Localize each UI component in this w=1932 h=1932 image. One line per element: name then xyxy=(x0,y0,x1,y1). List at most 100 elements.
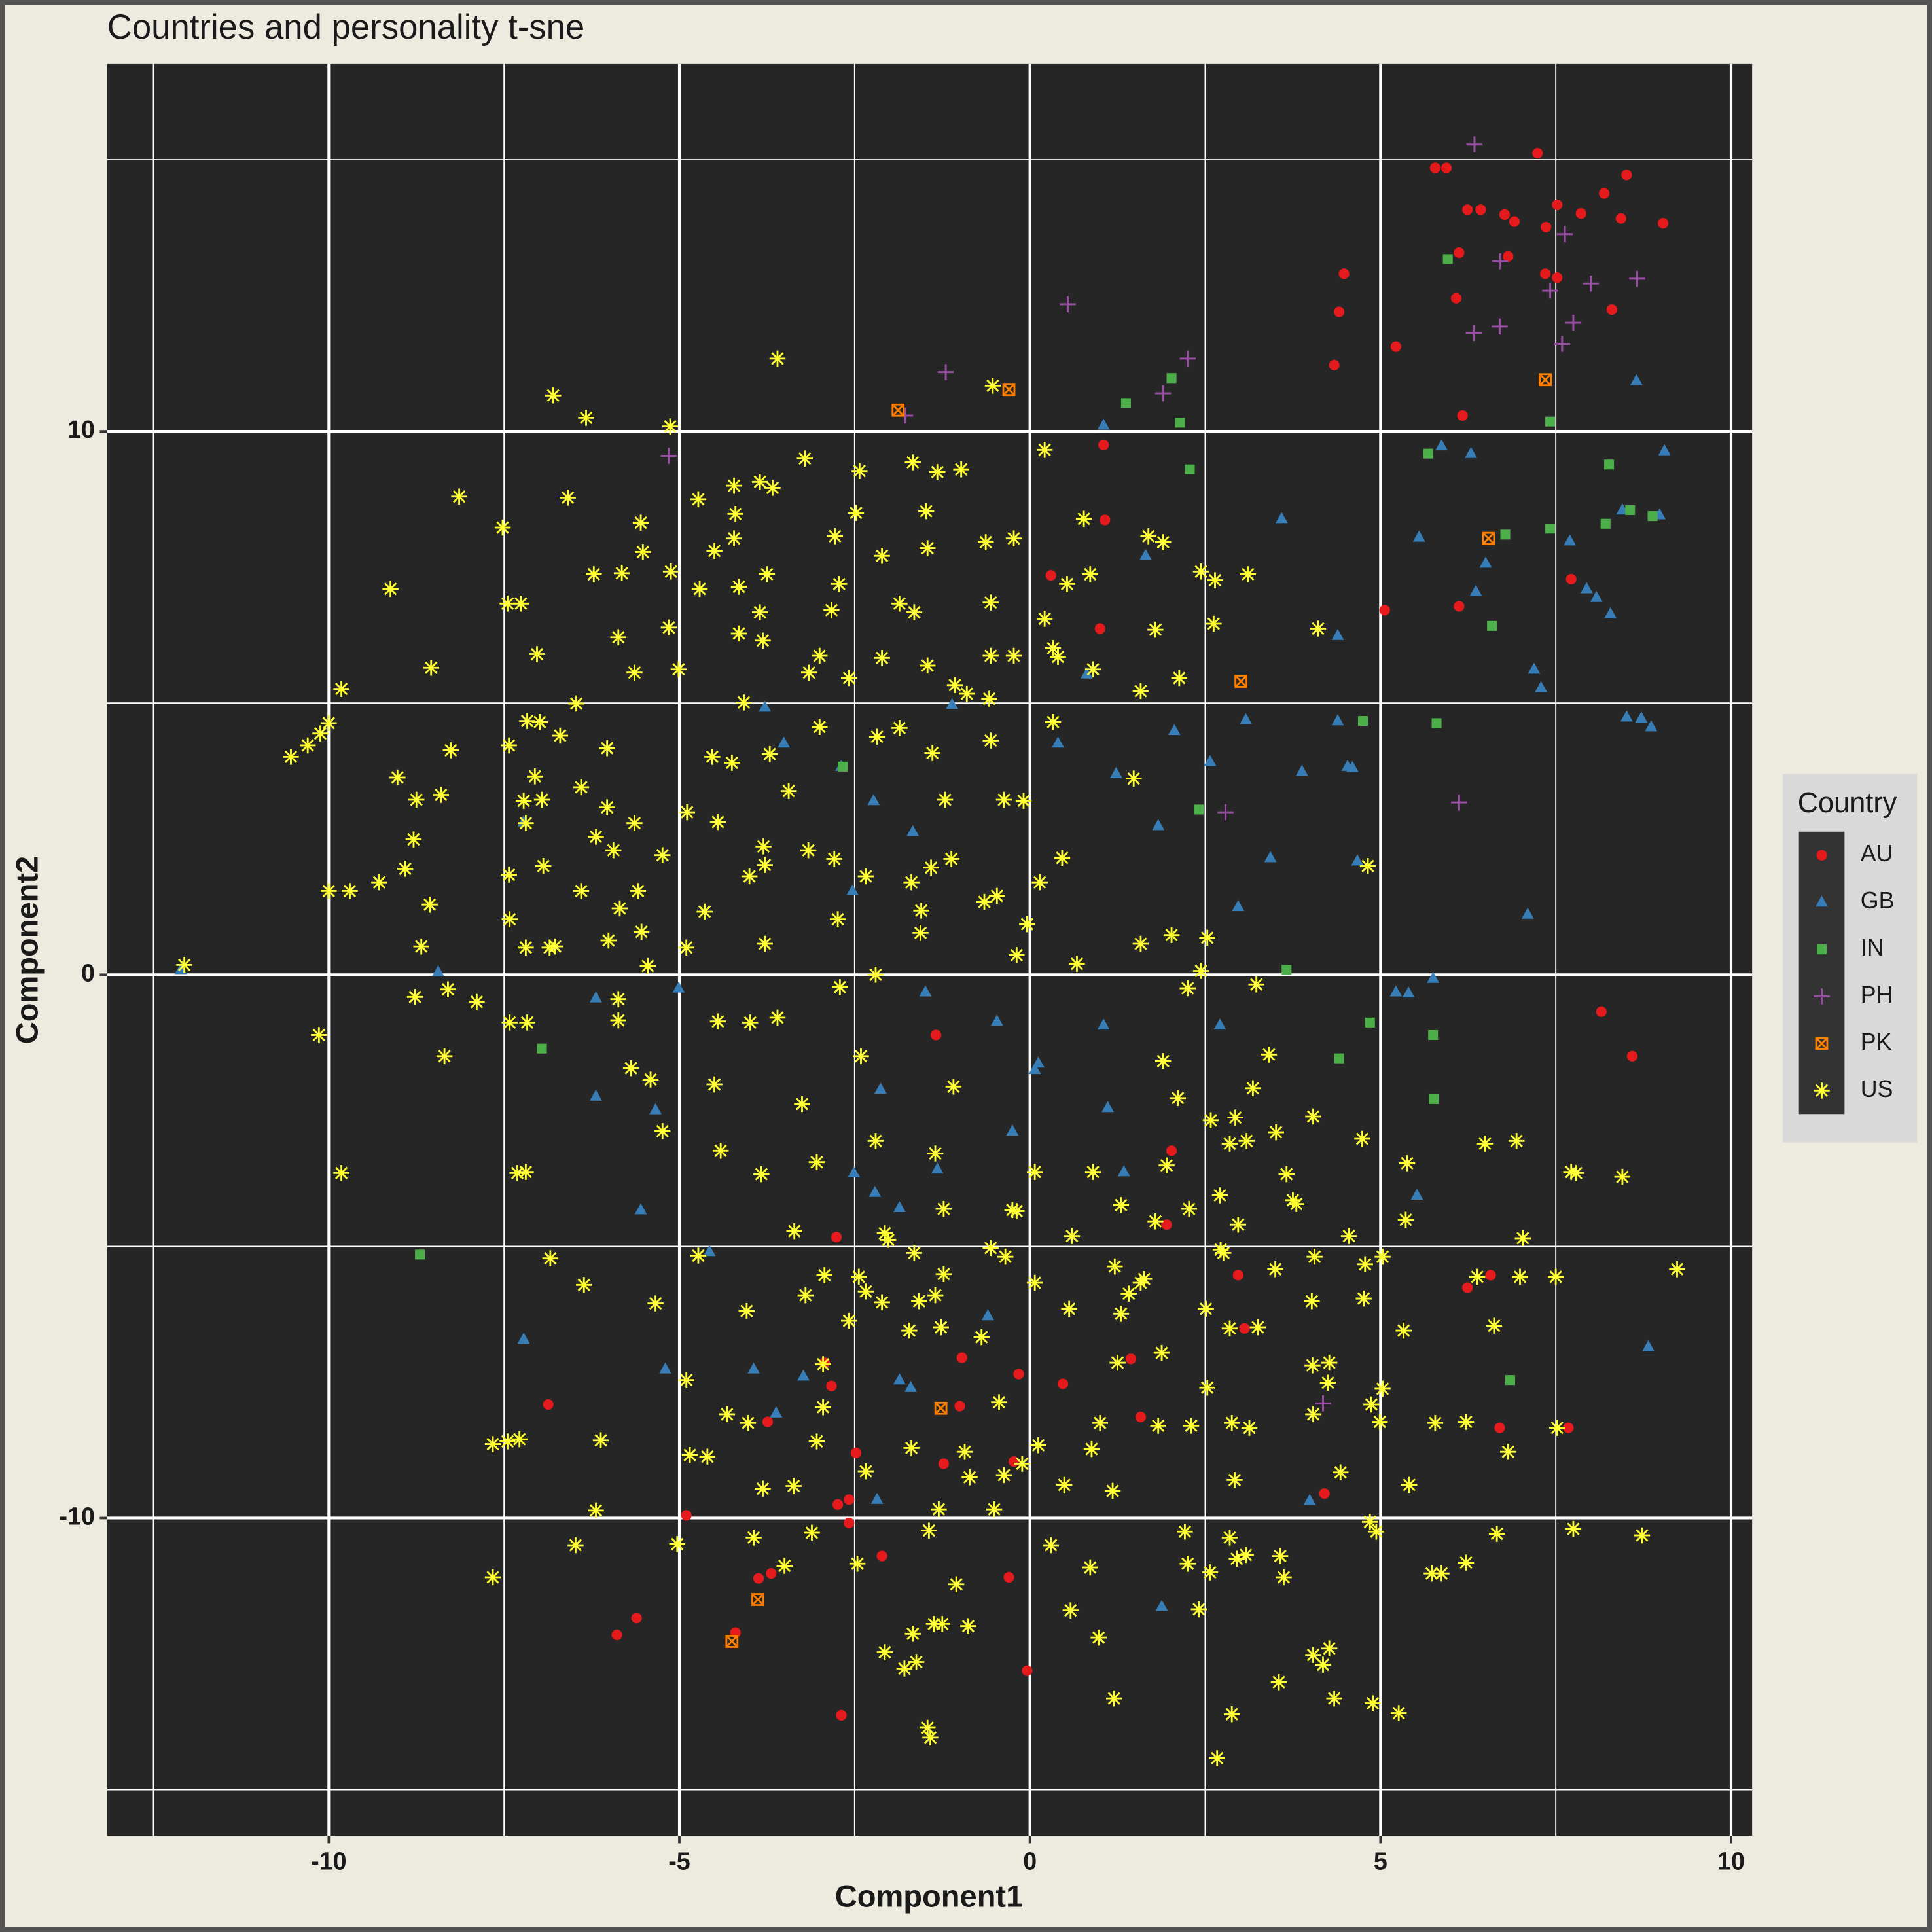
point xyxy=(690,1247,707,1264)
point xyxy=(857,1283,874,1300)
point xyxy=(1351,854,1364,866)
point xyxy=(501,1014,518,1031)
point xyxy=(995,791,1012,808)
point xyxy=(1431,718,1442,728)
point xyxy=(931,1162,944,1174)
point xyxy=(742,1014,759,1031)
point xyxy=(989,887,1005,904)
point xyxy=(1084,661,1101,677)
legend-marker xyxy=(1815,1037,1829,1050)
point xyxy=(389,769,406,786)
point xyxy=(1626,1050,1638,1062)
point xyxy=(626,815,643,831)
point xyxy=(1499,209,1511,220)
legend-marker xyxy=(1816,850,1827,861)
point xyxy=(891,403,905,417)
point xyxy=(610,991,627,1007)
x-axis-label: Component1 xyxy=(835,1879,1024,1914)
point xyxy=(893,1373,906,1385)
legend-label: US xyxy=(1861,1076,1893,1102)
point xyxy=(903,1440,920,1456)
point xyxy=(1600,518,1611,529)
point xyxy=(761,746,778,762)
point xyxy=(660,448,677,464)
point xyxy=(1232,1270,1243,1281)
point xyxy=(1552,199,1563,211)
point xyxy=(1433,1565,1450,1582)
point xyxy=(613,565,630,582)
point xyxy=(681,1446,698,1463)
point xyxy=(678,1372,694,1388)
point xyxy=(573,883,590,899)
point xyxy=(1183,1418,1200,1434)
point xyxy=(573,779,590,796)
point xyxy=(588,829,604,845)
point xyxy=(976,893,993,910)
point xyxy=(751,474,768,490)
point xyxy=(934,1616,950,1632)
point xyxy=(755,632,771,649)
point xyxy=(850,1447,862,1458)
point xyxy=(1642,1340,1655,1351)
point xyxy=(1583,276,1599,292)
point xyxy=(1500,1443,1516,1460)
point xyxy=(1140,528,1156,545)
point xyxy=(730,625,747,642)
point xyxy=(518,815,534,831)
point xyxy=(712,1143,729,1159)
point xyxy=(704,749,721,765)
point xyxy=(1331,628,1344,640)
point xyxy=(906,825,920,836)
point xyxy=(946,698,959,709)
point xyxy=(1240,566,1257,582)
point xyxy=(576,1277,592,1293)
point xyxy=(1465,325,1482,342)
point xyxy=(1207,572,1223,588)
point xyxy=(1245,1080,1261,1097)
point xyxy=(1179,1555,1196,1572)
point xyxy=(1059,576,1075,592)
point xyxy=(519,1014,535,1031)
point xyxy=(1310,620,1327,637)
point xyxy=(893,1201,906,1213)
point xyxy=(690,491,707,508)
point xyxy=(1223,1706,1240,1723)
point xyxy=(753,1166,770,1183)
point xyxy=(1281,965,1292,975)
point xyxy=(1615,213,1626,224)
point xyxy=(1304,1293,1320,1310)
point xyxy=(1457,410,1468,421)
point xyxy=(1630,374,1643,385)
point xyxy=(1221,1530,1238,1546)
point xyxy=(982,594,999,611)
point xyxy=(1410,1189,1423,1200)
point xyxy=(929,464,946,480)
point xyxy=(922,1729,939,1746)
point xyxy=(1604,459,1615,470)
point xyxy=(1125,1353,1137,1365)
point xyxy=(1374,1248,1391,1265)
point xyxy=(1090,1629,1107,1646)
point xyxy=(1331,714,1344,726)
point xyxy=(1379,605,1390,616)
point xyxy=(778,736,791,748)
point xyxy=(755,1480,771,1497)
legend-label: IN xyxy=(1861,935,1884,961)
point xyxy=(1368,1524,1385,1540)
point xyxy=(654,847,671,863)
point xyxy=(1505,1375,1516,1386)
y-tick-label: -10 xyxy=(60,1502,95,1530)
point xyxy=(981,1309,994,1321)
point xyxy=(501,867,517,883)
point xyxy=(1097,1018,1110,1030)
point xyxy=(1357,1256,1373,1273)
point xyxy=(730,579,747,595)
point xyxy=(1487,620,1497,631)
point xyxy=(1625,505,1636,516)
point xyxy=(512,596,529,612)
point xyxy=(1094,623,1105,634)
point xyxy=(1401,1476,1418,1494)
point xyxy=(911,1293,927,1310)
point xyxy=(654,1123,671,1139)
point xyxy=(1503,251,1514,262)
